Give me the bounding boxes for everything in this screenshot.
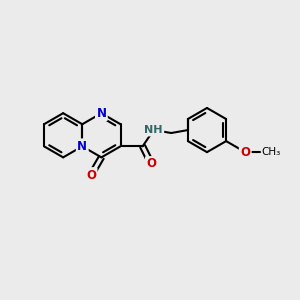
Text: N: N	[96, 107, 106, 120]
Text: O: O	[240, 146, 250, 159]
Text: O: O	[86, 169, 96, 182]
Text: O: O	[146, 158, 156, 170]
Text: NH: NH	[144, 125, 163, 135]
Text: N: N	[77, 140, 87, 153]
Text: CH₃: CH₃	[261, 147, 281, 157]
